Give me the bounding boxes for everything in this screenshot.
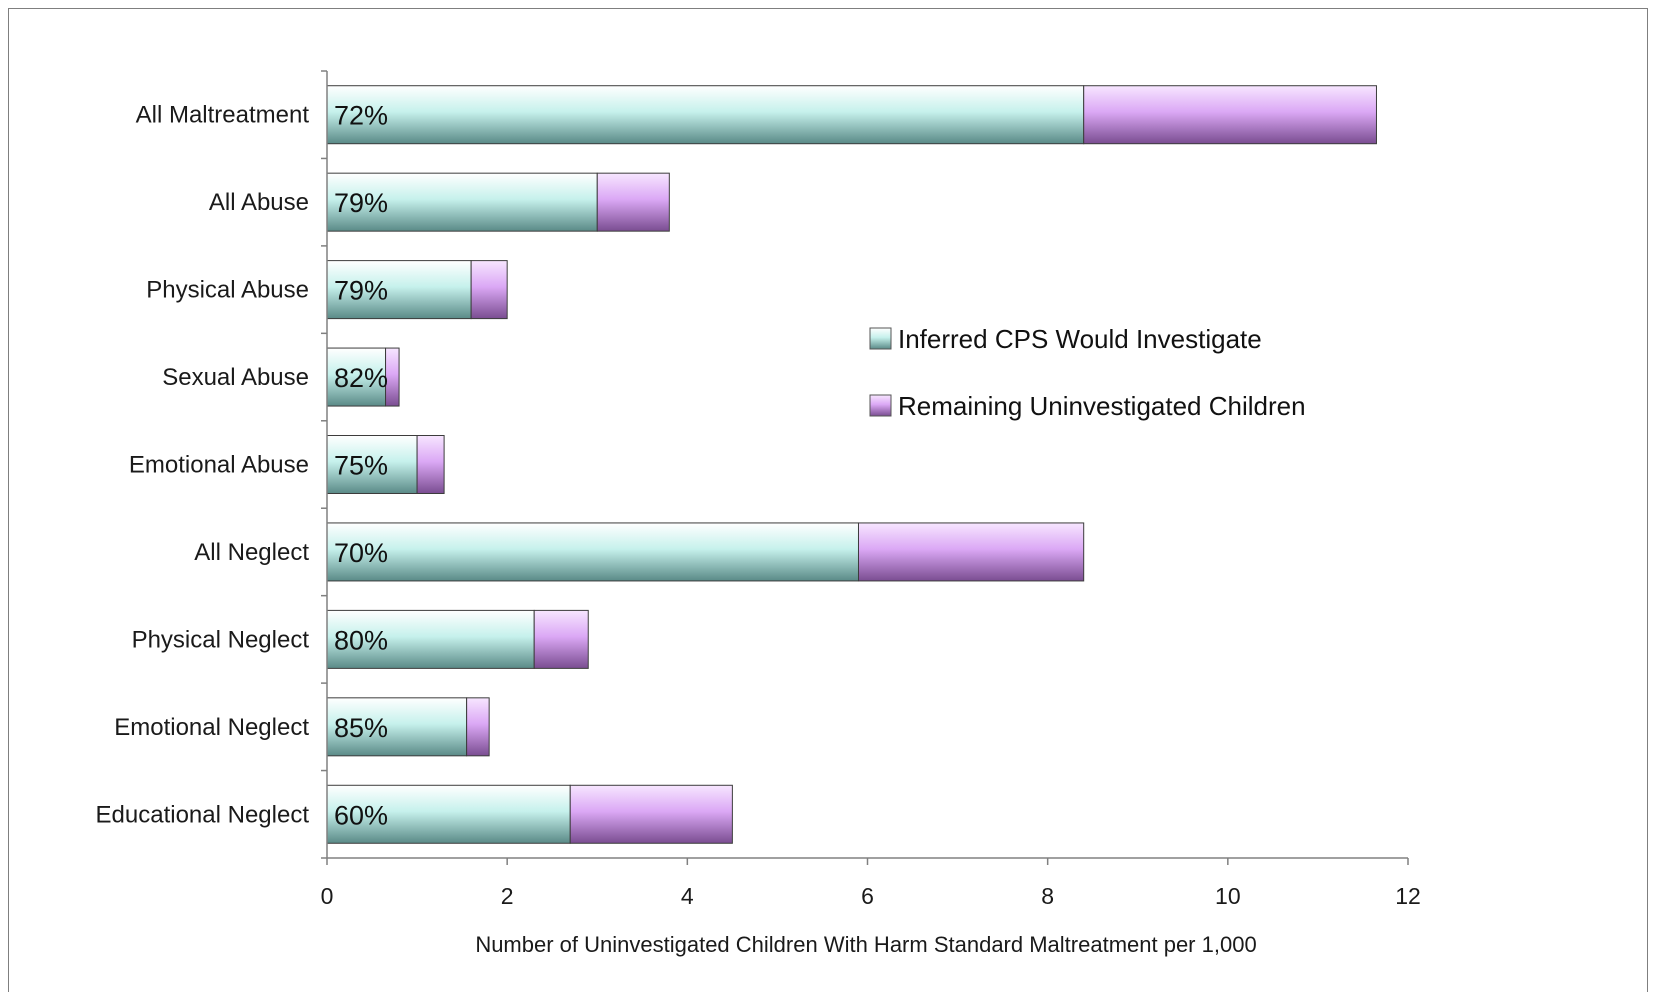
category-label: All Abuse	[209, 189, 309, 216]
bar-segment-remaining-7	[466, 697, 490, 757]
bar-segment-investigate-5	[326, 522, 859, 582]
legend-swatch-investigate	[869, 327, 892, 350]
bar-data-label: 79%	[334, 276, 388, 306]
chart-frame	[8, 8, 1648, 992]
bar-segment-remaining-4	[416, 435, 445, 494]
bar-segment-remaining-5	[857, 522, 1085, 582]
category-label: Physical Neglect	[132, 626, 310, 653]
category-label: Emotional Neglect	[114, 714, 309, 741]
x-tick-label: 6	[861, 883, 874, 909]
bar-data-label: 72%	[334, 101, 388, 131]
bar-segment-remaining-8	[569, 784, 733, 844]
bar-segment-remaining-3	[385, 347, 400, 407]
bar-data-label: 80%	[334, 625, 388, 655]
legend: Inferred CPS Would Investigate Remaining…	[869, 324, 1306, 421]
labels-layer: All Maltreatment 72% All Abuse 79% Physical …	[96, 101, 1421, 909]
bar-data-label: 79%	[334, 188, 388, 218]
category-label: Educational Neglect	[96, 801, 310, 828]
bar-segment-investigate-0	[326, 85, 1085, 145]
bar-data-label: 85%	[334, 713, 388, 743]
axes-layer	[321, 70, 1409, 865]
bar-segment-investigate-3	[326, 347, 387, 407]
category-label: All Neglect	[194, 539, 309, 566]
category-label: Sexual Abuse	[162, 364, 309, 391]
x-tick-label: 4	[681, 883, 694, 909]
bar-segment-investigate-2	[326, 260, 472, 320]
bar-data-label: 70%	[334, 538, 388, 568]
x-tick-label: 12	[1395, 883, 1421, 909]
bar-segment-remaining-0	[1083, 85, 1377, 145]
bars-layer	[326, 85, 1377, 844]
category-label: Physical Abuse	[146, 277, 309, 304]
legend-label-investigate: Inferred CPS Would Investigate	[898, 324, 1262, 354]
x-tick-label: 10	[1215, 883, 1241, 909]
bar-segment-remaining-1	[596, 172, 670, 232]
x-tick-label: 2	[501, 883, 514, 909]
x-tick-label: 0	[321, 883, 334, 909]
bar-segment-investigate-1	[326, 172, 598, 232]
category-label: All Maltreatment	[136, 102, 310, 129]
bar-segment-investigate-6	[326, 609, 535, 669]
bar-segment-investigate-7	[326, 697, 468, 757]
legend-label-remaining: Remaining Uninvestigated Children	[898, 391, 1306, 421]
bar-data-label: 75%	[334, 451, 388, 481]
bar-segment-remaining-2	[470, 260, 508, 320]
x-tick-label: 8	[1041, 883, 1054, 909]
x-axis-title: Number of Uninvestigated Children With H…	[475, 932, 1256, 957]
bar-segment-remaining-6	[533, 609, 589, 669]
category-label: Emotional Abuse	[129, 452, 309, 479]
legend-swatch-remaining	[869, 394, 892, 417]
bar-data-label: 82%	[334, 363, 388, 393]
bar-data-label: 60%	[334, 800, 388, 830]
